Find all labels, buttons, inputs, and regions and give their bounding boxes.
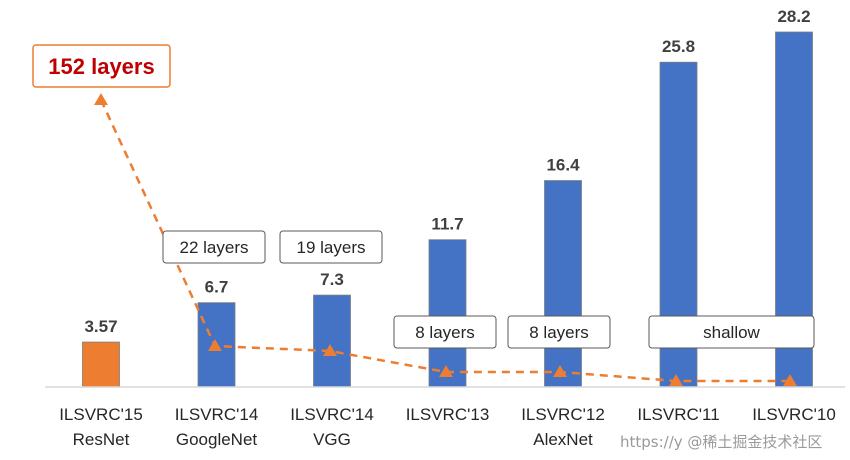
layers-marker-1 (208, 339, 222, 351)
layer-label-box-0 (32, 44, 171, 88)
value-labels-layer: 3.57 6.7 7.3 11.7 16.4 25.8 28.2 (84, 7, 810, 336)
layer-label-1: 22 layers (180, 238, 249, 257)
layer-label-box-4 (507, 315, 611, 349)
layer-label-box-2 (279, 230, 383, 264)
bar-2 (313, 294, 351, 388)
bar-0 (82, 341, 120, 388)
layers-line-layer (94, 93, 797, 386)
category-label-1: ILSVRC'14 GoogleNet (175, 405, 259, 449)
category-label-2: ILSVRC'14 VGG (290, 405, 374, 449)
layers-marker-6 (783, 374, 797, 386)
category-label-6: ILSVRC'10 (752, 405, 836, 424)
layer-label-box-1 (162, 230, 266, 264)
layer-label-box-3 (393, 315, 497, 349)
layer-label-5: shallow (703, 323, 760, 342)
layers-marker-0 (94, 93, 108, 105)
category-label-3: ILSVRC'13 (406, 405, 490, 424)
layer-labels-layer: 152 layers 22 layers 19 layers 8 layers 8 la… (32, 44, 815, 349)
watermark: https://y @稀土掘金技术社区 (620, 433, 822, 451)
layer-label-0: 152 layers (48, 54, 154, 79)
layer-label-4: 8 layers (529, 323, 589, 342)
layers-marker-4 (553, 365, 567, 377)
bar-value-label-4: 16.4 (546, 156, 580, 175)
bar-value-label-0: 3.57 (84, 317, 117, 336)
bar-value-label-2: 7.3 (320, 270, 344, 289)
bar-value-label-6: 28.2 (777, 7, 810, 26)
category-label-5: ILSVRC'11 (637, 405, 719, 424)
layer-label-box-5 (648, 315, 815, 349)
bar-4 (544, 180, 582, 388)
bar-3 (428, 239, 467, 388)
category-labels-layer: ILSVRC'15 ResNet ILSVRC'14 GoogleNet ILSVRC'… (59, 405, 836, 449)
bar-value-label-1: 6.7 (205, 278, 229, 297)
bar-value-label-3: 11.7 (431, 215, 463, 234)
layer-label-3: 8 layers (415, 323, 475, 342)
bar-value-label-5: 25.8 (662, 37, 695, 56)
layers-marker-5 (669, 374, 683, 386)
layers-marker-3 (439, 365, 453, 377)
category-label-4: ILSVRC'12 AlexNet (521, 405, 605, 449)
layer-label-2: 19 layers (297, 238, 366, 257)
layers-marker-2 (323, 344, 337, 356)
category-label-0: ILSVRC'15 ResNet (59, 405, 143, 449)
